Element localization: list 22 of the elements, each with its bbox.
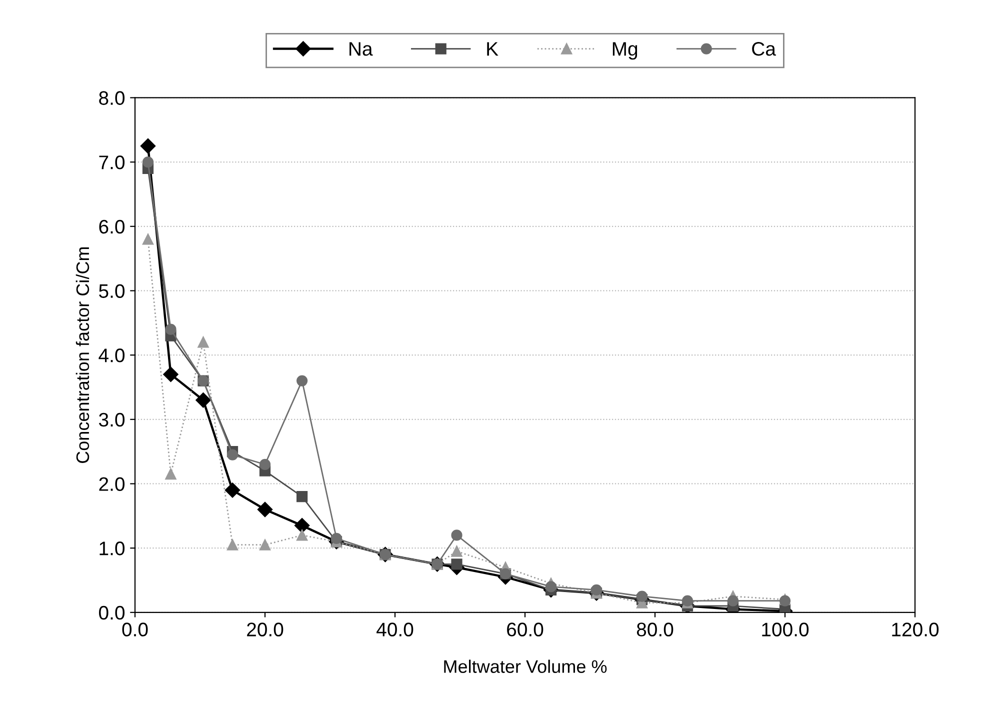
legend-label: Ca xyxy=(752,42,776,56)
legend-label: Na xyxy=(350,42,373,56)
y-tick-label: 1.0 xyxy=(100,542,125,556)
x-tick-label: 40.0 xyxy=(376,622,414,636)
x-tick-label: 80.0 xyxy=(636,622,674,636)
y-tick-label: 7.0 xyxy=(99,156,125,170)
y-tick-label: 2.0 xyxy=(99,477,125,491)
y-tick-label: 5.0 xyxy=(99,284,125,298)
y-axis-title: Concentration factor Ci/Cm xyxy=(76,247,90,464)
x-tick-label: 100.0 xyxy=(762,622,809,636)
legend-label: K xyxy=(487,42,498,56)
y-tick-label: 3.0 xyxy=(98,412,125,427)
y-tick-label: 0.0 xyxy=(99,606,125,620)
y-tick-label: 4.0 xyxy=(98,348,125,362)
y-tick-label: 6.0 xyxy=(99,220,125,234)
x-tick-label: 0.0 xyxy=(122,622,148,636)
x-tick-label: 60.0 xyxy=(507,622,544,636)
x-tick-label: 120.0 xyxy=(892,622,939,636)
y-tick-label: 8.0 xyxy=(99,91,125,105)
legend-label: Mg xyxy=(612,42,638,60)
x-axis-title: Meltwater Volume % xyxy=(444,660,607,673)
x-tick-label: 20.0 xyxy=(247,622,284,636)
